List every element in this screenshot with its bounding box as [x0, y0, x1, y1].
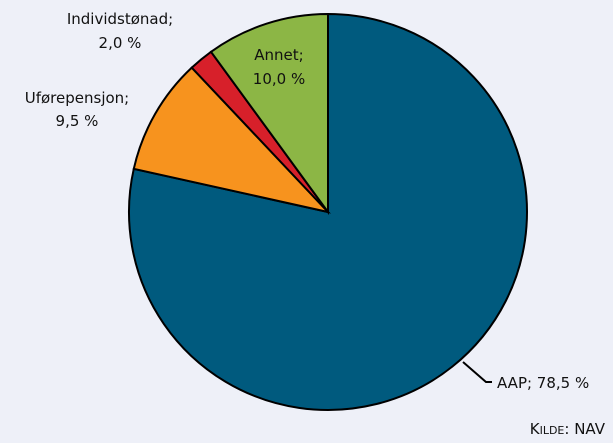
- annet-label: Annet;: [254, 46, 303, 64]
- pie-slice-uf-repensjon: [132, 66, 331, 214]
- source-prefix-big: K: [530, 420, 541, 438]
- source-prefix-small: ILDE: [540, 424, 565, 437]
- source-rest: : NAV: [564, 420, 605, 438]
- individstonad-label: Individstønad;: [67, 10, 173, 28]
- aap-label: AAP; 78,5 %: [497, 374, 589, 392]
- pie-slice-annet: [209, 12, 329, 216]
- annet-value: 10,0 %: [253, 70, 305, 88]
- pie-slices: [128, 12, 528, 411]
- source-label: KILDE: NAV: [530, 420, 606, 438]
- individstonad-value: 2,0 %: [99, 34, 142, 52]
- uforepensjon-label: Uførepensjon;: [25, 89, 129, 107]
- aap-leader-line: [462, 361, 492, 383]
- uforepensjon-value: 9,5 %: [56, 112, 99, 130]
- pie-slice-aap: [128, 12, 528, 411]
